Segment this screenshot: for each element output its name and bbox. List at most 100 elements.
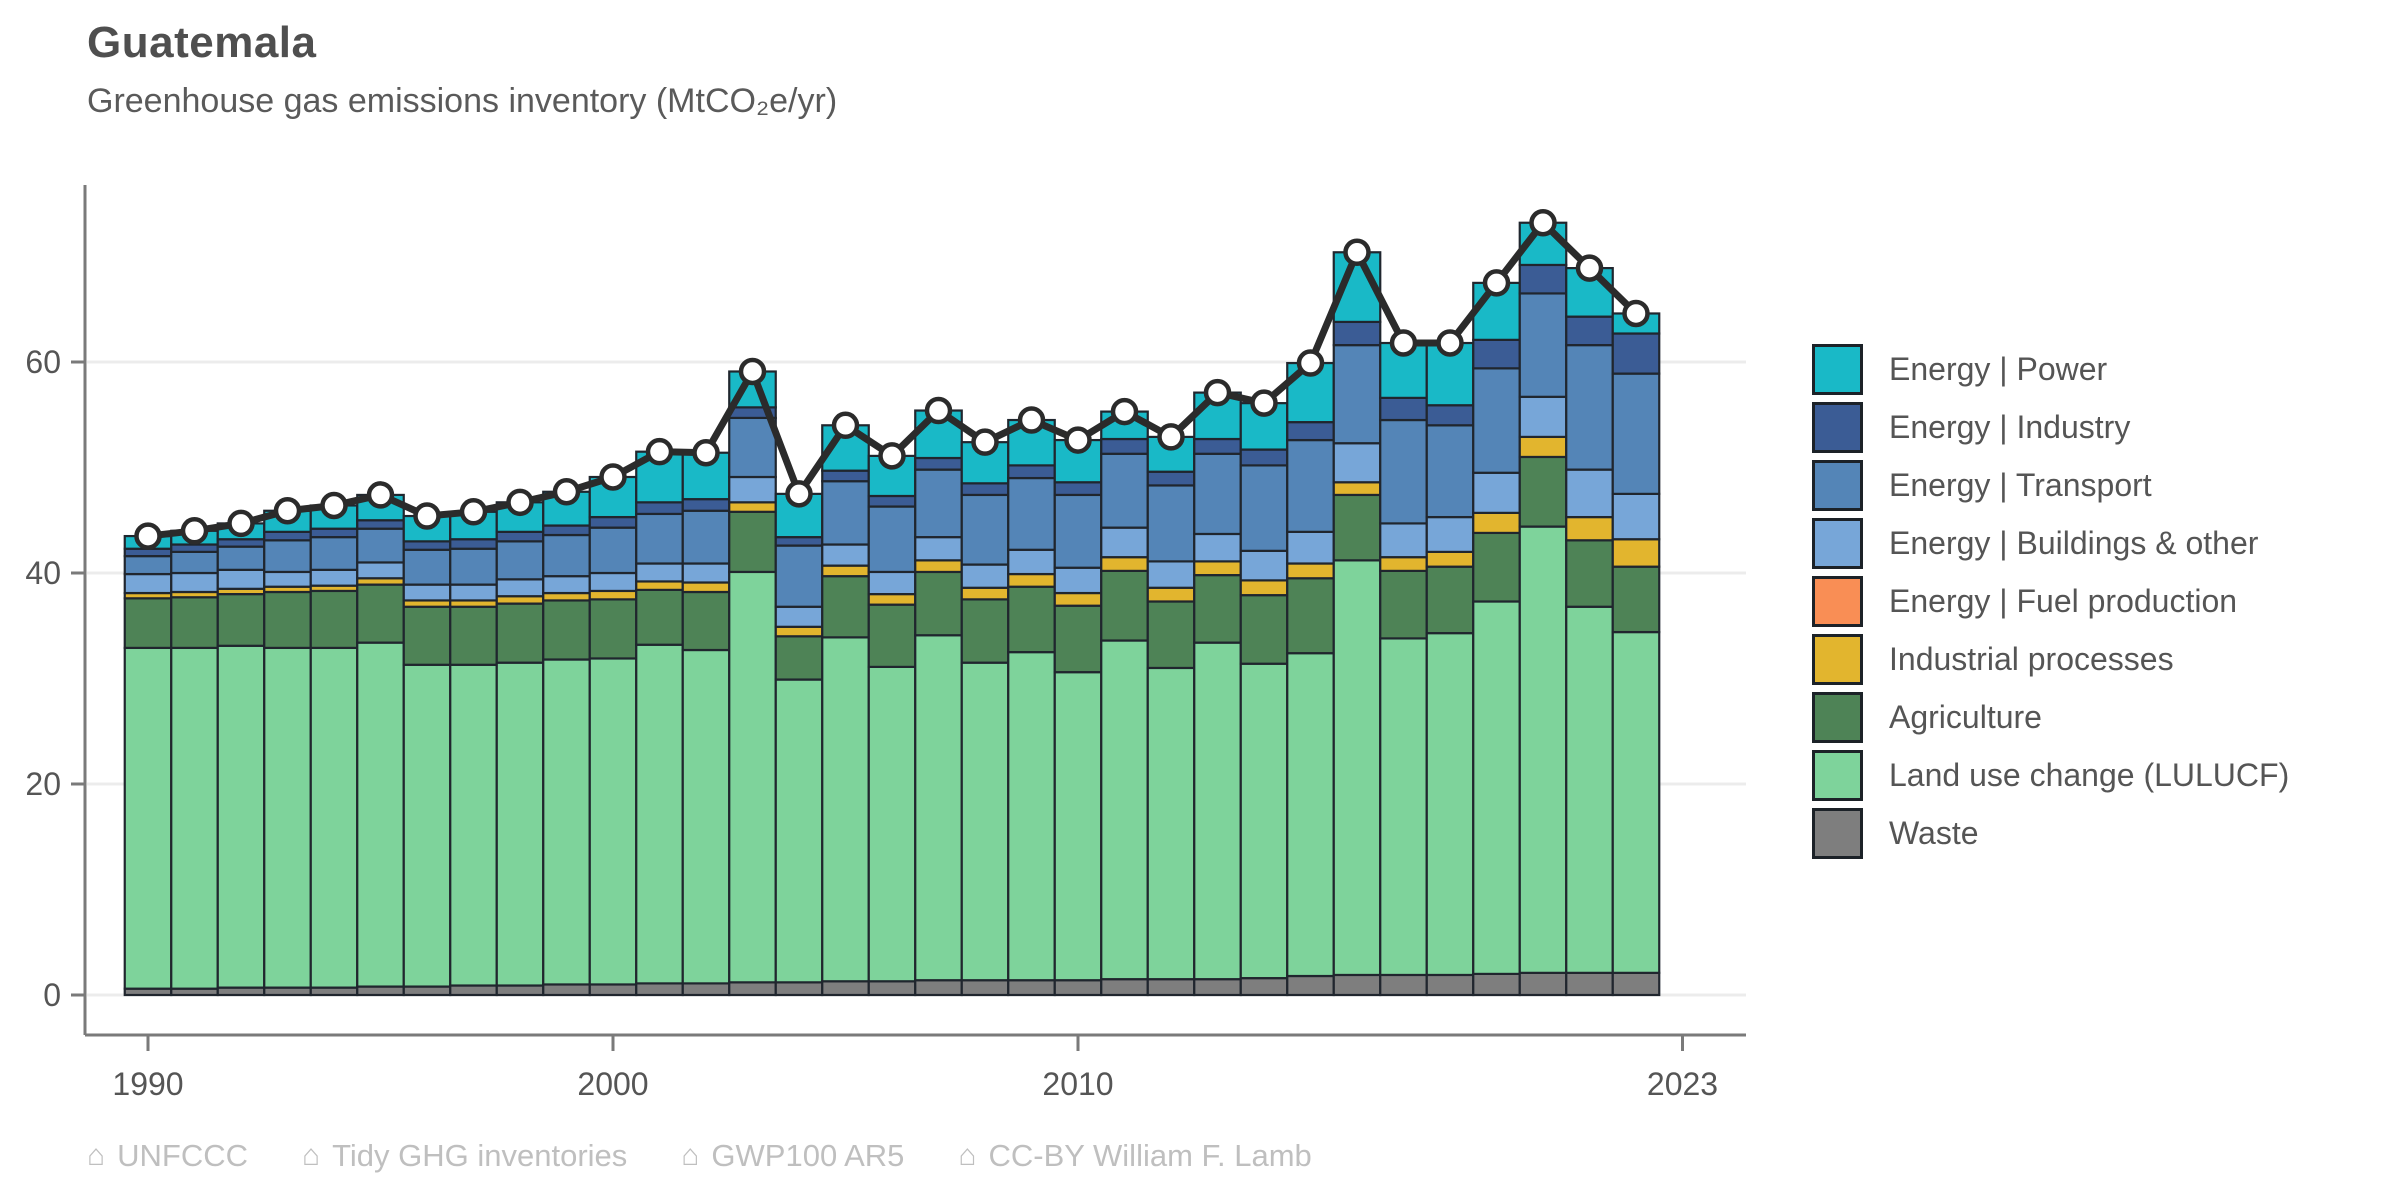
bar-segment-2017-agriculture <box>1379 569 1428 640</box>
bar-segment-2004-agriculture <box>774 635 824 681</box>
bar-segment-1990-energy-transport <box>123 555 173 576</box>
y-tick-label-40: 40 <box>25 555 61 591</box>
bar-segment-2015-energy-transport <box>1286 438 1335 533</box>
bar-segment-1994-waste <box>309 986 359 997</box>
bar-segment-2015-energy-industry <box>1286 421 1335 442</box>
house-icon: ⌂ <box>958 1139 977 1172</box>
bar-segment-1992-energy-buildings-other <box>216 568 266 590</box>
legend-label: Agriculture <box>1889 699 2042 735</box>
bar-segment-2007-land-use-change-lulucf- <box>914 634 963 982</box>
bar-segment-1991-energy-transport <box>170 550 219 575</box>
bar-segment-2019-waste <box>1472 972 1521 997</box>
total-marker-1991 <box>180 517 209 545</box>
bar-segment-2021-waste <box>1565 971 1614 997</box>
bar-segment-2009-energy-buildings-other <box>1007 548 1056 576</box>
bar-segment-2005-energy-industry <box>821 469 870 483</box>
bar-segment-1996-energy-transport <box>402 548 452 586</box>
total-marker-2006 <box>878 442 906 470</box>
bar-segment-2010-agriculture <box>1053 604 1103 674</box>
total-marker-1997 <box>459 498 488 526</box>
total-marker-2019 <box>1482 269 1511 297</box>
bar-segment-2022-agriculture <box>1611 565 1661 634</box>
bar-segment-1994-energy-transport <box>309 536 359 571</box>
bar-segment-2007-waste <box>914 979 963 997</box>
bar-2009 <box>1007 418 1056 997</box>
legend-item-agriculture: Agriculture <box>1812 692 2289 743</box>
bar-2022 <box>1611 312 1661 997</box>
bar-2013 <box>1193 391 1242 997</box>
bar-segment-1991-energy-industry <box>170 543 219 554</box>
bar-segment-2003-agriculture <box>728 510 777 574</box>
bar-segment-2008-agriculture <box>960 598 1010 664</box>
bar-segment-2000-agriculture <box>588 598 638 660</box>
bar-segment-2006-industrial-processes <box>867 592 917 606</box>
bar-segment-2020-waste <box>1518 971 1568 997</box>
bar-segment-2010-energy-industry <box>1053 481 1103 497</box>
legend-item-energy-buildings-other: Energy | Buildings & other <box>1812 518 2289 569</box>
bar-segment-1996-energy-buildings-other <box>402 583 452 602</box>
bar-segment-1998-agriculture <box>495 602 545 664</box>
total-marker-2022 <box>1622 299 1650 328</box>
bar-segment-2008-land-use-change-lulucf- <box>960 661 1010 982</box>
bar-segment-2012-agriculture <box>1146 600 1196 670</box>
legend-swatch <box>1812 576 1863 627</box>
bar-segment-2008-energy-buildings-other <box>960 563 1010 589</box>
bar-segment-2005-energy-buildings-other <box>821 543 870 567</box>
bar-segment-2012-energy-transport <box>1146 484 1196 563</box>
bar-segment-1994-energy-industry <box>309 527 359 539</box>
bar-segment-2007-energy-transport <box>914 468 963 539</box>
bar-segment-2022-energy-industry <box>1611 332 1661 375</box>
bar-segment-1993-energy-transport <box>263 539 312 574</box>
bar-segment-1998-energy-buildings-other <box>495 578 545 598</box>
bar-segment-2017-land-use-change-lulucf- <box>1379 637 1428 977</box>
bar-2017 <box>1379 341 1428 997</box>
bar-segment-1998-energy-transport <box>495 540 545 581</box>
bar-segment-1997-energy-transport <box>449 547 498 586</box>
bar-segment-2005-industrial-processes <box>821 564 870 578</box>
bar-segment-2001-energy-industry <box>635 501 684 516</box>
bar-segment-1992-energy-transport <box>216 545 266 571</box>
bar-segment-2001-energy-transport <box>635 512 684 565</box>
footer-credit-label: GWP100 AR5 <box>711 1138 905 1173</box>
footer-credit: ⌂ GWP100 AR5 <box>681 1138 904 1174</box>
bar-segment-2011-energy-buildings-other <box>1100 526 1149 559</box>
legend-item-energy-fuel-production: Energy | Fuel production <box>1812 576 2289 627</box>
bar-segment-2014-energy-buildings-other <box>1239 549 1289 582</box>
bar-1997 <box>449 510 498 997</box>
bar-segment-2003-waste <box>728 981 777 997</box>
bar-segment-2019-energy-transport <box>1472 367 1521 474</box>
bar-segment-2015-agriculture <box>1286 577 1335 655</box>
bar-segment-2009-energy-transport <box>1007 476 1056 551</box>
total-marker-1996 <box>413 502 441 530</box>
bar-segment-2000-energy-transport <box>588 526 638 575</box>
total-marker-1990 <box>134 522 162 550</box>
bar-2012 <box>1146 435 1196 997</box>
bar-segment-2017-waste <box>1379 973 1428 997</box>
total-marker-2016 <box>1343 238 1371 267</box>
bar-2005 <box>821 424 870 997</box>
bar-segment-2019-industrial-processes <box>1472 511 1521 535</box>
legend-label: Waste <box>1889 815 1979 851</box>
bar-segment-2003-energy-buildings-other <box>728 475 777 504</box>
house-icon: ⌂ <box>302 1139 321 1172</box>
bar-segment-2015-land-use-change-lulucf- <box>1286 652 1335 978</box>
bar-segment-2013-land-use-change-lulucf- <box>1193 641 1242 981</box>
bar-segment-1994-energy-buildings-other <box>309 568 359 587</box>
bar-segment-1998-energy-industry <box>495 530 545 543</box>
bar-segment-2014-agriculture <box>1239 594 1289 665</box>
bar-segment-2016-agriculture <box>1332 493 1382 562</box>
bar-segment-2020-energy-transport <box>1518 292 1568 398</box>
total-marker-2010 <box>1064 426 1092 454</box>
bar-segment-2013-energy-transport <box>1193 452 1242 536</box>
bar-segment-2000-industrial-processes <box>588 589 638 601</box>
total-marker-2018 <box>1436 329 1464 357</box>
footer-credits: ⌂ UNFCCC ⌂ Tidy GHG inventories ⌂ GWP100 AR5 ⌂… <box>87 1138 1312 1174</box>
legend-label: Energy | Industry <box>1889 409 2131 445</box>
total-marker-2008 <box>971 428 999 456</box>
bar-segment-2016-land-use-change-lulucf- <box>1332 559 1382 977</box>
bar-segment-2021-energy-industry <box>1565 315 1614 347</box>
bar-segment-2020-energy-industry <box>1518 263 1568 295</box>
bar-segment-2009-agriculture <box>1007 585 1056 654</box>
bar-segment-1998-waste <box>495 984 545 997</box>
bar-segment-2002-energy-transport <box>681 509 731 565</box>
